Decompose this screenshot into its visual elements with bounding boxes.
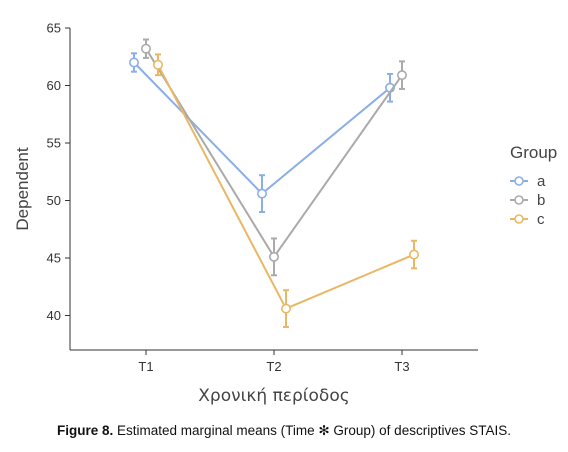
y-tick-label: 55 [47, 136, 61, 151]
legend: Group abc [510, 143, 557, 228]
legend-marker [514, 176, 524, 186]
legend-item-c: c [510, 211, 545, 228]
y-tick-label: 60 [47, 78, 61, 93]
data-point [256, 188, 267, 199]
legend-marker [514, 195, 524, 205]
legend-label: a [537, 173, 546, 190]
y-axis-label: Dependent [13, 147, 32, 230]
figure-caption: Figure 8. Estimated marginal means (Time… [0, 423, 568, 439]
data-point [408, 249, 419, 260]
figure-label: Figure 8. [57, 423, 114, 438]
data-point [280, 303, 291, 314]
y-tick-label: 40 [47, 308, 61, 323]
x-tick-label: T2 [266, 359, 281, 374]
series-line [157, 64, 415, 310]
interaction-plot: 40 45 50 55 60 65 T1 T2 T3 Χρονική περίοδος Depend… [13, 21, 557, 407]
data-point [268, 251, 279, 262]
series-line [133, 61, 391, 195]
legend-title: Group [510, 143, 557, 162]
plot-axes: 40 45 50 55 60 65 T1 T2 T3 Χρονική περίοδος Depend… [13, 21, 478, 406]
x-axis-label: Χρονική περίοδος [198, 386, 349, 406]
x-tick-label: T3 [394, 359, 409, 374]
legend-item-b: b [510, 192, 545, 209]
series-a [129, 52, 395, 213]
data-point [129, 57, 140, 68]
y-tick-label: 45 [47, 251, 61, 266]
x-tick-label: T1 [138, 359, 153, 374]
legend-label: b [537, 192, 545, 209]
data-point [153, 59, 164, 70]
legend-label: c [537, 211, 545, 228]
plot-series [129, 38, 419, 328]
series-c [153, 53, 419, 328]
series-line [145, 48, 403, 259]
y-tick-label: 50 [47, 193, 61, 208]
data-point [141, 43, 152, 54]
legend-marker [514, 214, 524, 224]
y-tick-label: 65 [47, 21, 61, 36]
data-point [396, 70, 407, 81]
caption-text: Estimated marginal means (Time ✻ Group) … [113, 423, 511, 438]
legend-item-a: a [510, 173, 546, 190]
series-b [141, 38, 407, 277]
